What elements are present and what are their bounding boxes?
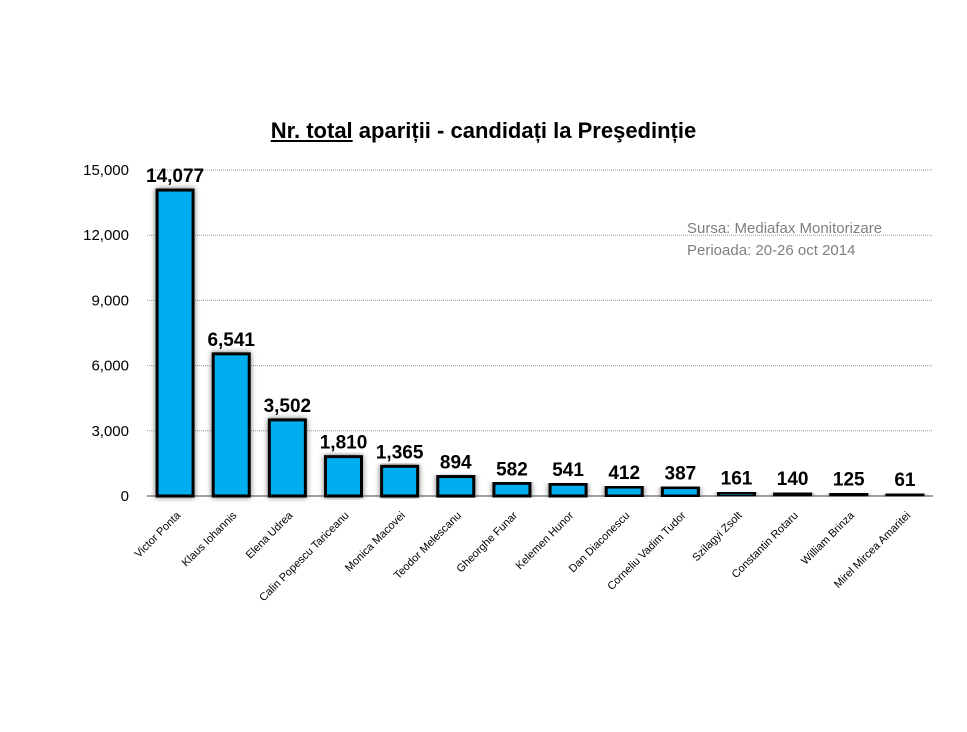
bar [492, 481, 532, 498]
source-note: Sursa: Mediafax Monitorizare Perioada: 2… [687, 218, 882, 262]
grid-layer [147, 169, 933, 432]
value-label: 894 [440, 453, 472, 474]
chart-title-part2: apariții - candidați la Preşedinție [352, 118, 697, 143]
bar [660, 486, 700, 498]
value-label: 541 [552, 460, 584, 481]
y-tick-label: 0 [121, 488, 129, 505]
category-label: Monica Macovei [343, 510, 408, 575]
chart-title: Nr. total apariții - candidați la Preşed… [0, 118, 967, 144]
value-label: 14,077 [146, 166, 204, 187]
value-label: 3,502 [264, 396, 312, 417]
bar-layer [155, 188, 925, 498]
bar [604, 485, 644, 498]
bar [436, 475, 476, 498]
chart-title-part1: Nr. total [270, 118, 353, 143]
category-label: Dan Diaconescu [567, 510, 633, 576]
y-tick-label: 12,000 [83, 227, 129, 244]
source-line: Sursa: Mediafax Monitorizare [687, 220, 883, 237]
value-label: 582 [496, 459, 528, 480]
category-label: Gheorghe Funar [454, 509, 520, 575]
value-label: 140 [777, 469, 809, 490]
category-label: Szilagyi Zsolt [690, 510, 744, 564]
y-tick-label: 6,000 [91, 358, 129, 375]
bar [548, 482, 588, 498]
category-label: Victor Ponta [132, 509, 183, 560]
category-label: Elena Udrea [244, 509, 296, 561]
category-label: Calin Popescu Tariceanu [257, 510, 351, 604]
category-label: William Brinza [799, 509, 857, 567]
value-label: 412 [608, 463, 640, 484]
category-label: Kelemen Hunor [514, 509, 577, 572]
value-label: 125 [833, 469, 865, 490]
bar [155, 188, 195, 498]
y-tick-label: 15,000 [83, 162, 129, 179]
y-tick-label: 3,000 [91, 423, 129, 440]
value-label: 61 [894, 470, 916, 491]
bar [267, 418, 307, 498]
bar [885, 492, 925, 498]
bar [211, 352, 251, 498]
period-line: Perioada: 20-26 oct 2014 [687, 242, 856, 259]
value-label: 161 [721, 469, 753, 490]
value-label: 387 [665, 464, 697, 485]
bar [324, 455, 363, 498]
bar [380, 464, 420, 498]
bar [717, 491, 756, 498]
y-tick-label: 9,000 [91, 292, 129, 309]
category-label: Klaus Iohannis [180, 509, 240, 569]
value-label: 6,541 [207, 330, 255, 351]
value-label: 1,365 [376, 442, 424, 463]
value-label: 1,810 [320, 433, 368, 454]
bar [829, 491, 869, 498]
bar [773, 491, 813, 498]
